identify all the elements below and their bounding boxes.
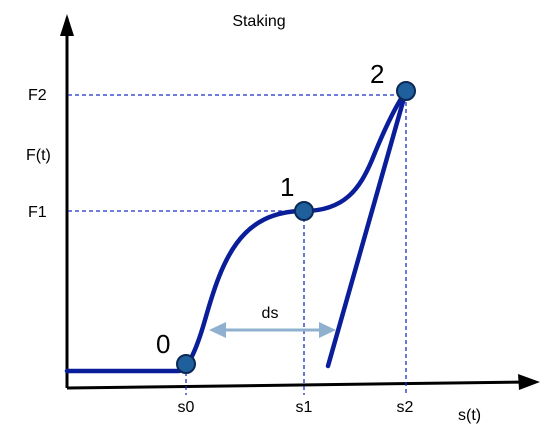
x-axis-arrowhead — [518, 374, 540, 390]
ds-arrow-right-head — [319, 322, 336, 338]
x-axis — [66, 380, 531, 390]
x-tick-s1: s1 — [296, 399, 313, 416]
ds-arrow-left-head — [209, 322, 226, 338]
diagram-title: Staking — [232, 13, 285, 30]
unloading-line — [325, 88, 409, 369]
point-0-label: 0 — [156, 329, 170, 359]
y-tick-f1: F1 — [28, 204, 47, 221]
ds-arrow — [209, 322, 336, 338]
y-axis-label: F(t) — [26, 147, 51, 164]
point-2-label: 2 — [370, 59, 384, 89]
x-tick-s0: s0 — [178, 399, 195, 416]
x-axis-label: s(t) — [458, 407, 481, 424]
point-1-marker — [294, 201, 314, 221]
guide-lines — [68, 94, 407, 395]
point-1-label: 1 — [280, 172, 294, 202]
point-2-marker — [396, 81, 416, 101]
x-tick-s2: s2 — [397, 399, 414, 416]
ds-label: ds — [262, 305, 279, 322]
y-axis-arrowhead — [60, 14, 74, 36]
loading-curve — [64, 88, 409, 374]
y-tick-f2: F2 — [28, 87, 47, 104]
point-0-marker — [176, 354, 196, 374]
